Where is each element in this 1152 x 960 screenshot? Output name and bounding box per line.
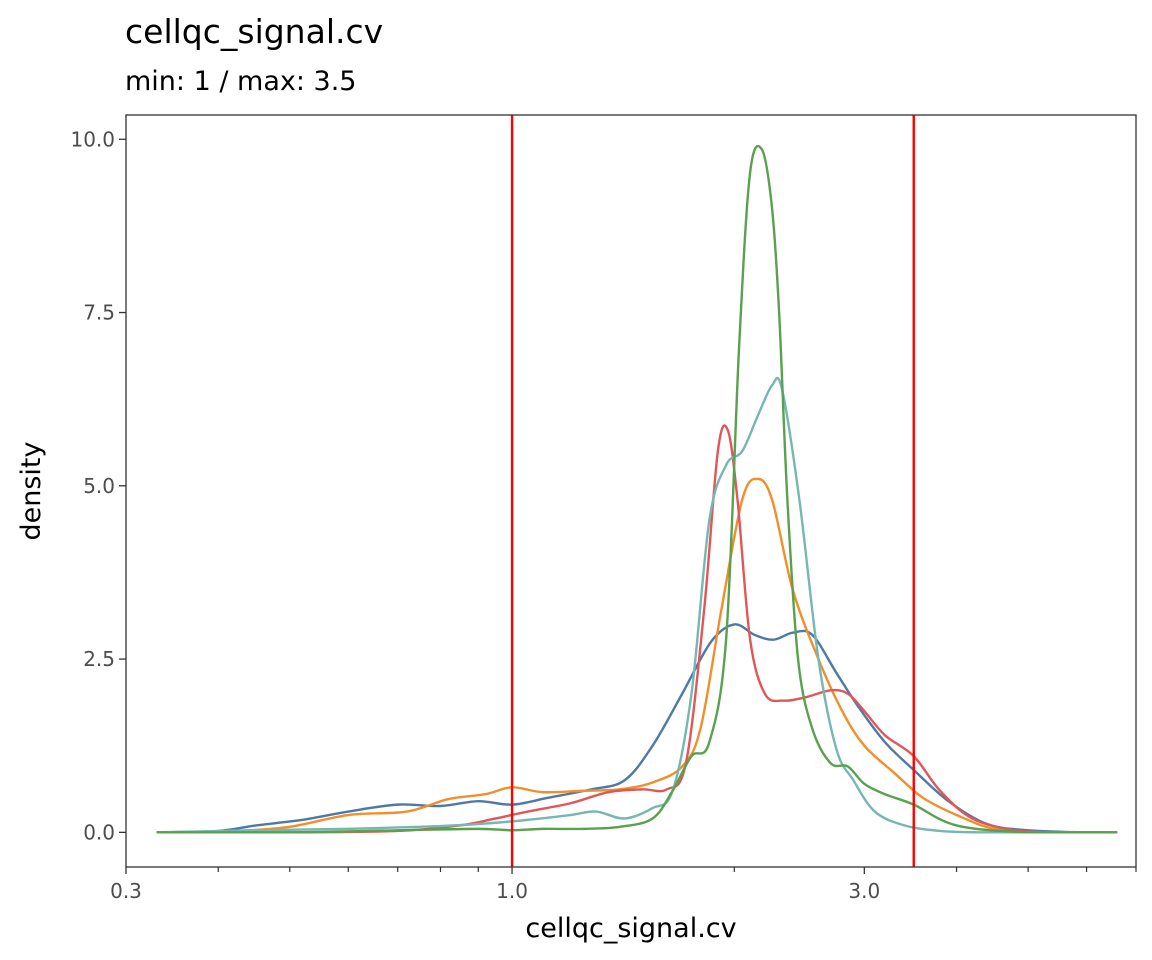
- density-curve-1: [156, 623, 1118, 834]
- x-tick-label: 3.0: [848, 879, 880, 903]
- chart-title: cellqc_signal.cv: [125, 12, 383, 51]
- density-curves: [156, 144, 1118, 834]
- y-tick-label: 5.0: [83, 474, 115, 498]
- x-axis-title: cellqc_signal.cv: [525, 913, 736, 944]
- density-curve-2: [156, 477, 1118, 834]
- density-curve-4: [156, 376, 1118, 834]
- chart-subtitle: min: 1 / max: 3.5: [125, 66, 356, 97]
- y-tick-label: 2.5: [83, 647, 115, 671]
- plot-area: 0.0 2.5 5.0 7.5 10.0 0.3 1.0 3.0: [70, 115, 1137, 903]
- density-curve-5: [156, 144, 1118, 834]
- y-tick-label: 0.0: [83, 820, 115, 844]
- y-tick-label: 10.0: [70, 127, 115, 151]
- y-tick-label: 7.5: [83, 301, 115, 325]
- x-tick-label: 1.0: [496, 879, 528, 903]
- x-tick-label: 0.3: [110, 879, 142, 903]
- y-axis-title: density: [16, 441, 47, 540]
- density-curve-3: [156, 424, 1118, 834]
- plot-panel-border: [125, 114, 1137, 868]
